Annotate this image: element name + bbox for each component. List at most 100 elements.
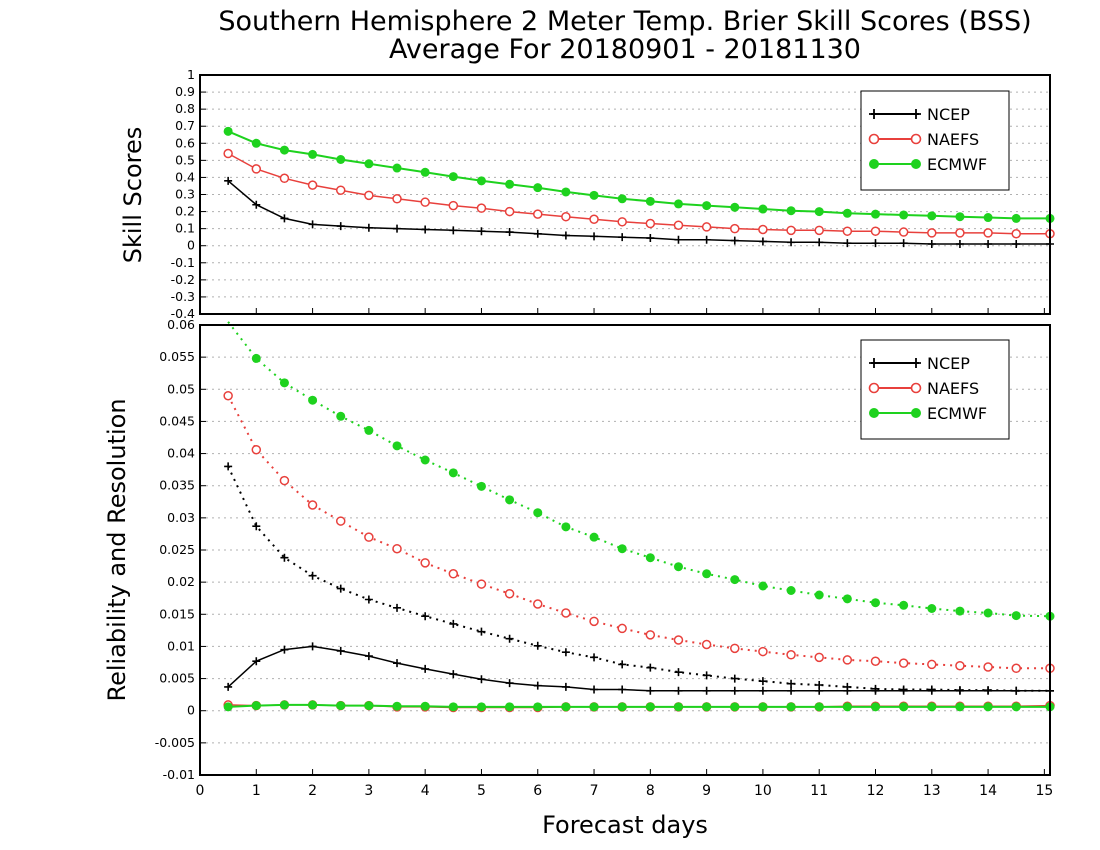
bottom-point-ncep: [505, 634, 514, 643]
bottom-y-tick-label: 0.025: [159, 542, 195, 557]
top-point-ecmwf: [251, 138, 261, 148]
bottom-point-ecmwf: [927, 604, 937, 613]
bottom-point-naefs: [392, 543, 402, 554]
top-legend-marker: [911, 109, 921, 119]
x-tick-label: 7: [590, 783, 599, 799]
top-point-naefs: [392, 194, 402, 204]
bottom-point-naefs: [561, 608, 571, 618]
top-point-naefs: [842, 226, 853, 236]
top-point-naefs: [476, 203, 487, 213]
x-tick-label: 10: [754, 783, 772, 799]
bottom-point-ecmwf: [814, 702, 824, 712]
bottom-point-ecmwf: [899, 702, 909, 712]
top-y-tick-label: -0.1: [171, 255, 195, 270]
top-point-ecmwf: [758, 204, 768, 214]
bottom-point-ecmwf: [392, 441, 402, 451]
bottom-point-ecmwf: [251, 353, 261, 363]
bottom-point-naefs: [955, 660, 965, 671]
top-point-naefs: [758, 224, 768, 235]
bottom-series-line-ecmwf: [227, 321, 1051, 618]
bottom-point-ecmwf: [420, 455, 430, 465]
top-point-ncep: [336, 222, 345, 231]
top-y-tick-label: 0.7: [175, 118, 195, 133]
top-point-naefs: [223, 148, 233, 159]
top-point-naefs: [532, 209, 543, 219]
top-y-tick-label: 0.4: [175, 169, 195, 184]
bottom-y-tick-label: 0.01: [167, 638, 195, 653]
x-tick-label: 1: [252, 783, 261, 799]
reliability-resolution-panel: -0.01 -0.005 0 0.005 0.01 0.015 0.02 0.025 0.03 0…: [155, 317, 1055, 799]
bottom-point-ncep: [449, 670, 458, 679]
bottom-point-ncep: [758, 686, 767, 695]
x-tick-label: 0: [196, 783, 205, 799]
top-point-naefs: [617, 217, 627, 227]
top-point-ecmwf: [730, 202, 740, 212]
top-legend-box: [860, 90, 1010, 191]
bottom-legend-marker: [869, 408, 879, 418]
bottom-point-ncep: [561, 648, 570, 657]
bottom-point-ncep: [646, 663, 655, 672]
top-point-ncep: [308, 220, 317, 229]
bottom-point-ncep: [702, 671, 711, 680]
top-y-tick-label: -0.4: [171, 306, 195, 321]
bottom-point-naefs: [730, 643, 740, 654]
bottom-legend-marker: [911, 358, 921, 368]
bottom-point-ecmwf: [786, 586, 796, 595]
bottom-point-ncep: [449, 619, 458, 628]
top-point-ecmwf: [786, 206, 796, 216]
bottom-point-ncep: [477, 627, 486, 636]
bottom-point-ecmwf: [814, 590, 824, 600]
bottom-point-ecmwf: [392, 701, 402, 711]
top-point-ecmwf: [842, 208, 852, 218]
top-point-ecmwf: [364, 159, 374, 169]
top-point-ncep: [224, 176, 233, 185]
top-legend-marker: [911, 159, 921, 169]
bottom-point-ecmwf: [758, 702, 768, 712]
top-point-ncep: [421, 225, 430, 234]
bottom-point-ncep: [927, 686, 936, 695]
top-point-ncep: [393, 224, 402, 233]
top-point-naefs: [955, 228, 965, 238]
top-point-ecmwf: [983, 213, 993, 223]
bottom-point-ecmwf: [645, 702, 655, 712]
bottom-point-ecmwf: [842, 594, 852, 604]
bottom-point-ncep: [308, 571, 317, 580]
bottom-point-ncep: [618, 660, 627, 669]
bottom-y-tick-label: 0.055: [159, 349, 195, 364]
bottom-point-ecmwf: [561, 702, 571, 712]
bottom-point-ncep: [1012, 686, 1021, 695]
top-point-ncep: [1012, 240, 1021, 249]
top-legend-label-ecmwf: ECMWF: [927, 155, 987, 174]
top-legend-marker: [869, 109, 879, 119]
bottom-point-ncep: [561, 682, 570, 691]
bottom-point-ecmwf: [786, 702, 796, 712]
x-tick-label: 3: [364, 783, 373, 799]
bottom-point-ecmwf: [336, 701, 346, 711]
top-point-ncep: [505, 228, 514, 237]
bottom-point-ecmwf: [645, 553, 655, 563]
bottom-legend-marker: [910, 382, 922, 394]
bottom-point-naefs: [476, 579, 487, 589]
top-point-naefs: [701, 222, 712, 232]
bottom-point-naefs: [532, 599, 543, 609]
top-legend-label-naefs: NAEFS: [927, 130, 979, 149]
top-y-tick-label: 0.3: [175, 187, 195, 202]
top-point-naefs: [589, 214, 599, 225]
top-point-naefs: [898, 227, 909, 237]
bottom-point-naefs: [786, 650, 796, 660]
top-y-tick-label: 0.1: [175, 221, 195, 236]
top-point-ecmwf: [814, 207, 824, 217]
top-point-ncep: [815, 238, 824, 247]
bottom-y-tick-label: 0.005: [159, 671, 195, 686]
bottom-point-naefs: [335, 516, 346, 526]
bottom-point-ncep: [364, 652, 373, 661]
x-axis-label: Forecast days: [542, 811, 708, 839]
top-point-ncep: [758, 237, 767, 246]
bottom-point-ncep: [984, 686, 993, 695]
bottom-point-naefs: [448, 569, 459, 579]
chart-title-line1: Southern Hemisphere 2 Meter Temp. Brier …: [218, 6, 1031, 37]
bottom-point-ecmwf: [505, 495, 515, 505]
bottom-point-ncep: [730, 674, 739, 683]
bottom-point-naefs: [307, 500, 318, 510]
bottom-point-ecmwf: [702, 702, 712, 712]
